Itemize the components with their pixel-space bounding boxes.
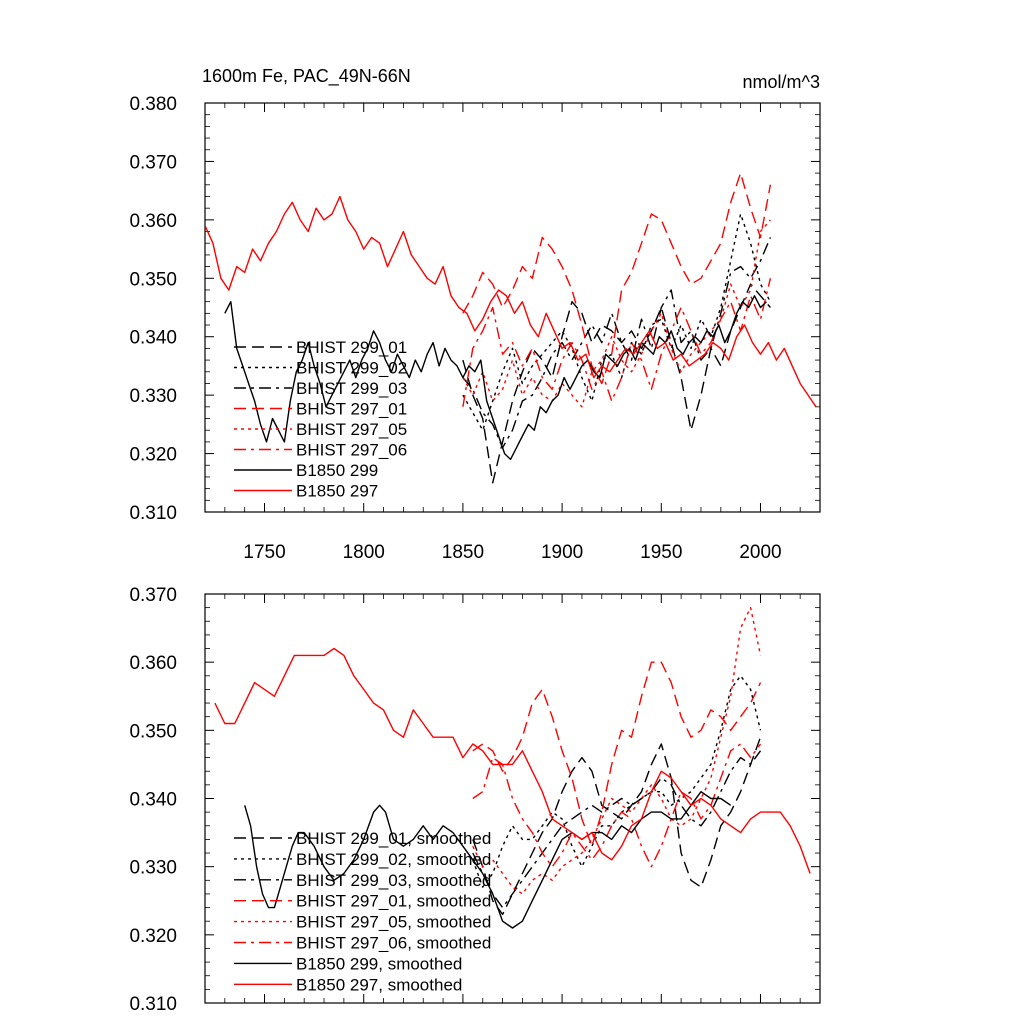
- legend-label: B1850 299, smoothed: [296, 954, 462, 973]
- series-line-bhist-299-03-smoothed: [473, 751, 761, 908]
- units-label: nmol/m^3: [743, 72, 820, 92]
- legend-label: B1850 297: [296, 482, 378, 501]
- chart-title: 1600m Fe, PAC_49N-66N: [202, 66, 411, 87]
- legend-label: BHIST 297_06: [296, 441, 407, 460]
- legend-label: BHIST 297_05: [296, 420, 407, 439]
- y-tick-label: 0.310: [129, 994, 177, 1015]
- figure: 1600m Fe, PAC_49N-66N nmol/m^3 0.310 0.32…: [0, 0, 1024, 1024]
- legend-label: BHIST 299_02: [296, 359, 407, 378]
- x-tick-label: 1800: [343, 542, 385, 563]
- y-tick-label: 0.360: [129, 653, 177, 674]
- legend-label: BHIST 297_06, smoothed: [296, 934, 491, 953]
- y-tick-label: 0.350: [129, 721, 177, 742]
- x-tick-label: 1750: [243, 542, 285, 563]
- x-tick-label: 2000: [739, 542, 781, 563]
- x-tick-label: 1900: [541, 542, 583, 563]
- series-line-bhist-299-02: [463, 214, 771, 430]
- legend-label: BHIST 299_02, smoothed: [296, 850, 491, 869]
- legend-label: BHIST 299_03: [296, 379, 407, 398]
- series-line-bhist-299-01-smoothed: [473, 737, 761, 914]
- legend-label: BHIST 299_01: [296, 338, 407, 357]
- legend-label: BHIST 297_01: [296, 400, 407, 419]
- y-tick-label: 0.320: [129, 445, 177, 466]
- legend-label: BHIST 297_01, smoothed: [296, 892, 491, 911]
- legend-label: BHIST 299_01, smoothed: [296, 829, 491, 848]
- y-tick-label: 0.340: [129, 790, 177, 811]
- y-tick-label: 0.340: [129, 328, 177, 349]
- legend-label: BHIST 297_05, smoothed: [296, 913, 491, 932]
- y-tick-label: 0.360: [129, 211, 177, 232]
- bottom-panel: 0.310 0.320 0.330 0.340 0.350 0.360 0.370 BHIST…: [129, 585, 820, 1015]
- x-tick-label: 1850: [442, 542, 484, 563]
- y-tick-label: 0.330: [129, 858, 177, 879]
- y-tick-label: 0.350: [129, 269, 177, 290]
- legend-label: B1850 297, smoothed: [296, 975, 462, 994]
- top-panel: 0.310 0.320 0.330 0.340 0.350 0.360 0.370 0.380…: [129, 94, 820, 563]
- y-tick-label: 0.320: [129, 926, 177, 947]
- y-tick-label: 0.380: [129, 94, 177, 115]
- legend-label: BHIST 299_03, smoothed: [296, 871, 491, 890]
- legend-label: B1850 299: [296, 461, 378, 480]
- y-tick-label: 0.370: [129, 585, 177, 606]
- y-tick-label: 0.330: [129, 386, 177, 407]
- series-line-bhist-299-02-smoothed: [473, 676, 761, 887]
- series-line-bhist-297-01-smoothed: [473, 662, 761, 846]
- y-tick-label: 0.370: [129, 152, 177, 173]
- y-tick-label: 0.310: [129, 503, 177, 524]
- series-line-bhist-297-05-smoothed: [473, 608, 761, 894]
- x-tick-label: 1950: [640, 542, 682, 563]
- series-line-bhist-297-06-smoothed: [473, 744, 761, 867]
